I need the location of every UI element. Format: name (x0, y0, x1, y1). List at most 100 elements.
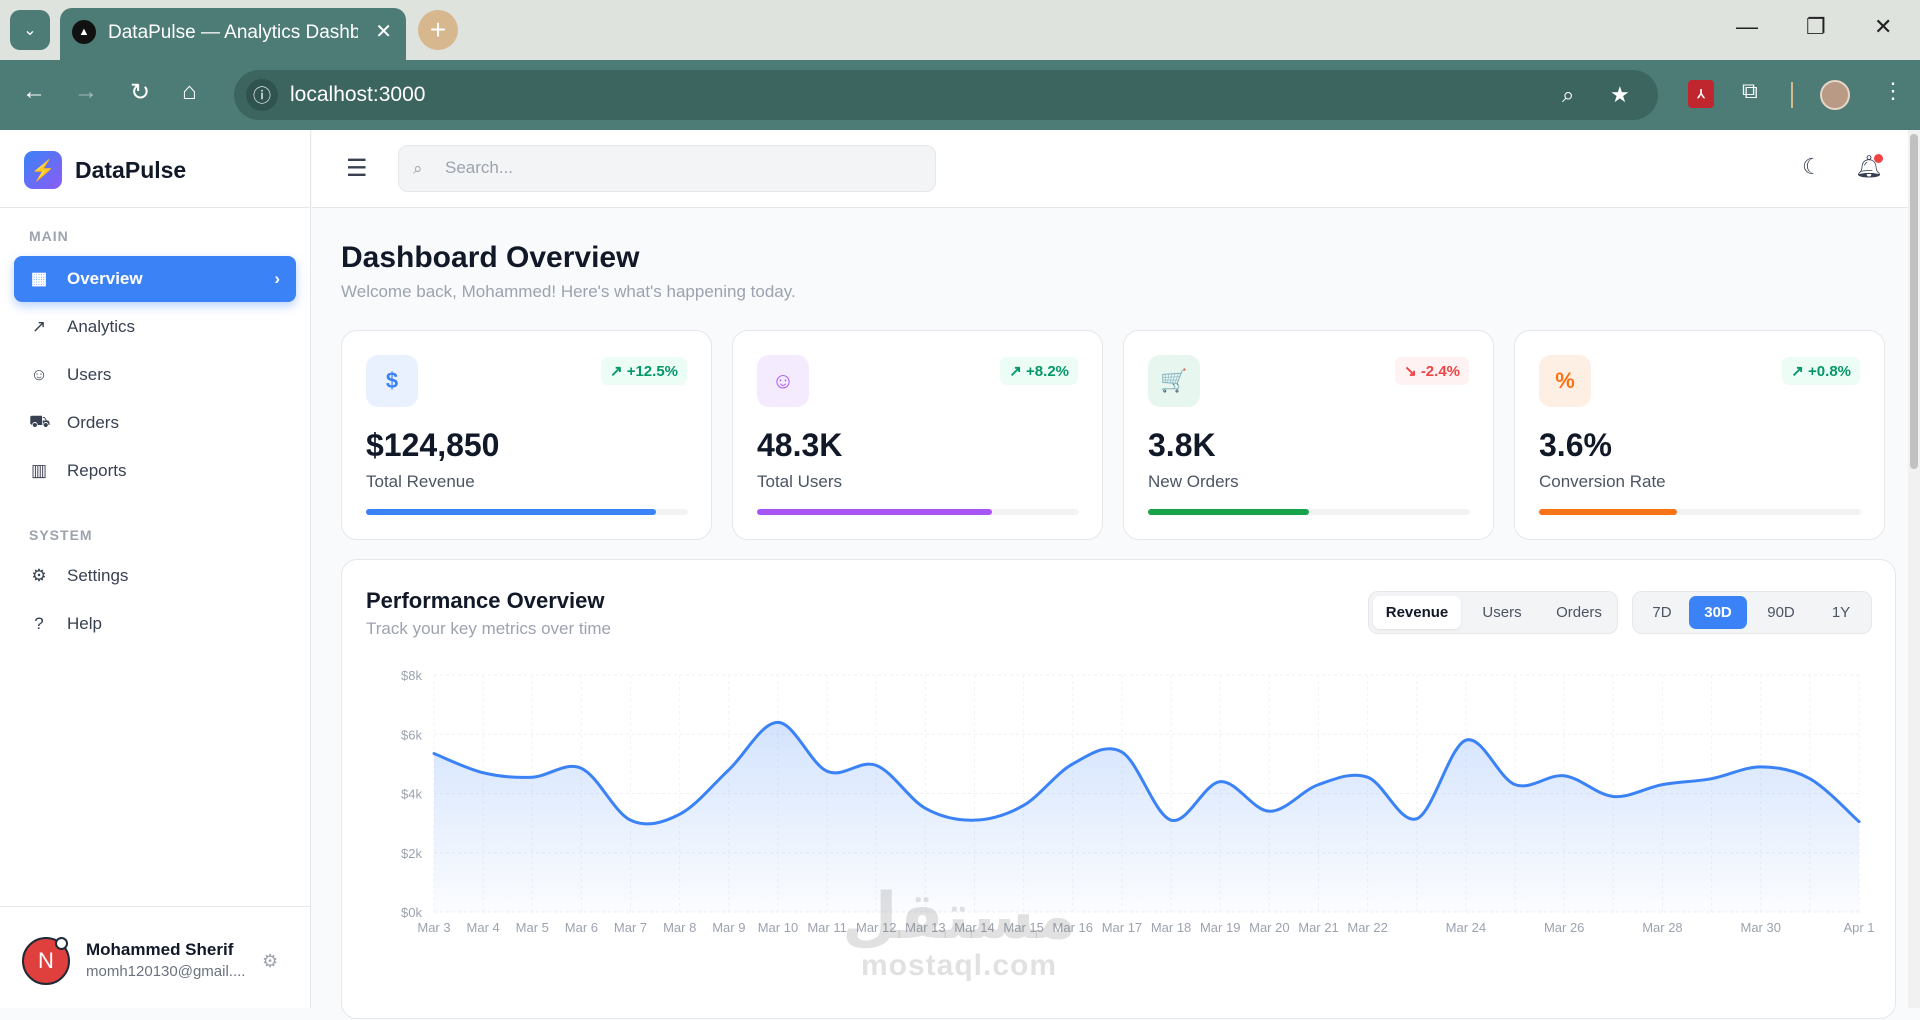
metric-toggle: Revenue Users Orders (1368, 591, 1618, 634)
page-title: Dashboard Overview (341, 241, 640, 274)
y-tick-label: $0k (401, 905, 422, 920)
sidebar-item-label: Settings (67, 566, 129, 585)
sidebar-item-settings[interactable]: ⚙ Settings (14, 553, 296, 599)
x-tick-label: Mar 22 (1347, 920, 1387, 935)
bookmark-star-icon[interactable]: ★ (1610, 82, 1630, 107)
x-tick-label: Apr 1 (1843, 920, 1874, 935)
performance-panel: Performance Overview Track your key metr… (341, 559, 1896, 1019)
chevron-right-icon: › (274, 269, 280, 288)
grid-icon: ▦ (30, 269, 48, 288)
trend-badge: ↗ +0.8% (1782, 357, 1860, 385)
user-settings-icon[interactable]: ⚙ (262, 951, 279, 971)
stat-card-orders: 🛒 ↘ -2.4% 3.8K New Orders (1123, 330, 1494, 540)
user-name: Mohammed Sherif (86, 940, 234, 959)
browser-menu-icon[interactable]: ⋮ (1882, 78, 1904, 103)
progress-track (1148, 509, 1470, 515)
x-tick-label: Mar 21 (1298, 920, 1338, 935)
range-90d[interactable]: 90D (1767, 604, 1795, 621)
sidebar-item-orders[interactable]: ⛟ Orders (14, 400, 296, 446)
sidebar-item-label: Users (67, 365, 112, 384)
tab-revenue[interactable]: Revenue (1373, 596, 1461, 629)
progress-track (366, 509, 688, 515)
page-subtitle: Welcome back, Mohammed! Here's what's ha… (341, 282, 796, 301)
trend-down-icon: ↘ (1404, 363, 1421, 380)
home-icon[interactable]: ⌂ (182, 78, 197, 105)
trend-value: +0.8% (1808, 362, 1851, 380)
reload-icon[interactable]: ↻ (130, 79, 151, 106)
favicon-icon: ▲ (72, 20, 96, 44)
trend-badge: ↗ +8.2% (1000, 357, 1078, 385)
progress-track (757, 509, 1079, 515)
notification-dot (1874, 154, 1883, 163)
progress-track (1539, 509, 1861, 515)
dollar-icon: $ (366, 355, 418, 407)
x-tick-label: Mar 7 (614, 920, 647, 935)
brand-name: DataPulse (75, 156, 187, 183)
sidebar-item-help[interactable]: ? Help (14, 601, 296, 647)
x-tick-label: Mar 13 (905, 920, 945, 935)
x-tick-label: Mar 17 (1102, 920, 1142, 935)
close-window-icon[interactable]: ✕ (1874, 14, 1893, 39)
minimize-icon[interactable]: — (1736, 14, 1758, 39)
watermark-logo: مستقل mostaql.com (842, 885, 1076, 983)
watermark-arabic: مستقل (842, 880, 1077, 954)
browser-tab[interactable]: ▲ DataPulse — Analytics Dashboard ✕ (60, 8, 406, 60)
x-tick-label: Mar 4 (467, 920, 500, 935)
extensions-icon[interactable]: ⧉ (1742, 78, 1758, 103)
site-info-icon[interactable]: ⓘ (246, 79, 278, 111)
browser-toolbar: ← → ↻ ⌂ ⓘ localhost:3000 ⌕ ★ ⅄ ⧉ ⋮ (0, 60, 1920, 130)
x-tick-label: Mar 8 (663, 920, 696, 935)
zoom-icon[interactable]: ⌕ (1562, 82, 1575, 107)
range-toggle: 7D 30D 90D 1Y (1632, 591, 1872, 634)
sidebar-item-overview[interactable]: ▦ Overview › (14, 256, 296, 302)
users-icon: ☺ (757, 355, 809, 407)
scrollbar-thumb[interactable] (1910, 134, 1918, 469)
stat-label: Total Users (757, 472, 843, 491)
stat-label: New Orders (1148, 472, 1239, 491)
x-tick-label: Mar 5 (516, 920, 549, 935)
section-label-system: SYSTEM (29, 527, 93, 543)
sidebar-item-analytics[interactable]: ↗ Analytics (14, 304, 296, 350)
sidebar-item-users[interactable]: ☺ Users (14, 352, 296, 398)
x-tick-label: Mar 28 (1642, 920, 1682, 935)
range-1y[interactable]: 1Y (1831, 604, 1851, 621)
range-30d[interactable]: 30D (1689, 596, 1747, 629)
tab-orders[interactable]: Orders (1556, 604, 1602, 621)
address-bar[interactable]: ⓘ localhost:3000 ⌕ ★ (234, 70, 1658, 120)
brand[interactable]: ⚡ DataPulse (24, 151, 186, 189)
x-tick-label: Mar 14 (954, 920, 994, 935)
x-tick-label: Mar 6 (565, 920, 598, 935)
help-circle-icon: ? (34, 614, 44, 633)
new-tab-button[interactable]: + (418, 10, 458, 50)
tab-users[interactable]: Users (1482, 604, 1522, 621)
close-tab-icon[interactable]: ✕ (375, 21, 392, 43)
users-icon: ☺ (30, 365, 48, 384)
trend-badge: ↘ -2.4% (1395, 357, 1469, 385)
moon-icon[interactable]: ☾ (1802, 154, 1822, 179)
x-tick-label: Mar 11 (807, 920, 847, 935)
menu-icon[interactable]: ☰ (346, 155, 368, 182)
stat-card-revenue: $ ↗ +12.5% $124,850 Total Revenue (341, 330, 712, 540)
search-input[interactable] (445, 158, 915, 178)
restore-icon[interactable]: ❐ (1806, 14, 1826, 39)
profile-avatar[interactable] (1820, 80, 1850, 110)
x-tick-label: Mar 24 (1446, 920, 1486, 935)
stat-value: 48.3K (757, 427, 843, 463)
progress-fill (1148, 509, 1309, 515)
forward-icon[interactable]: → (74, 78, 98, 105)
search-box[interactable]: ⌕ (398, 145, 936, 192)
x-tick-label: Mar 30 (1740, 920, 1780, 935)
sidebar-item-label: Reports (67, 461, 127, 480)
user-profile[interactable]: N Mohammed Sherif momh120130@gmail.... ⚙ (0, 906, 311, 1008)
stat-label: Conversion Rate (1539, 472, 1666, 491)
page-scrollbar[interactable] (1908, 130, 1920, 1008)
pdf-extension-icon[interactable]: ⅄ (1688, 80, 1714, 108)
trend-up-icon: ↗ (1009, 363, 1027, 380)
sidebar-item-reports[interactable]: ▥ Reports (14, 448, 296, 494)
progress-fill (1539, 509, 1678, 515)
range-7d[interactable]: 7D (1652, 604, 1672, 621)
back-icon[interactable]: ← (22, 78, 46, 105)
series-area (434, 722, 1859, 912)
panel-subtitle: Track your key metrics over time (366, 619, 611, 638)
tab-search-button[interactable]: ⌄ (10, 10, 50, 50)
